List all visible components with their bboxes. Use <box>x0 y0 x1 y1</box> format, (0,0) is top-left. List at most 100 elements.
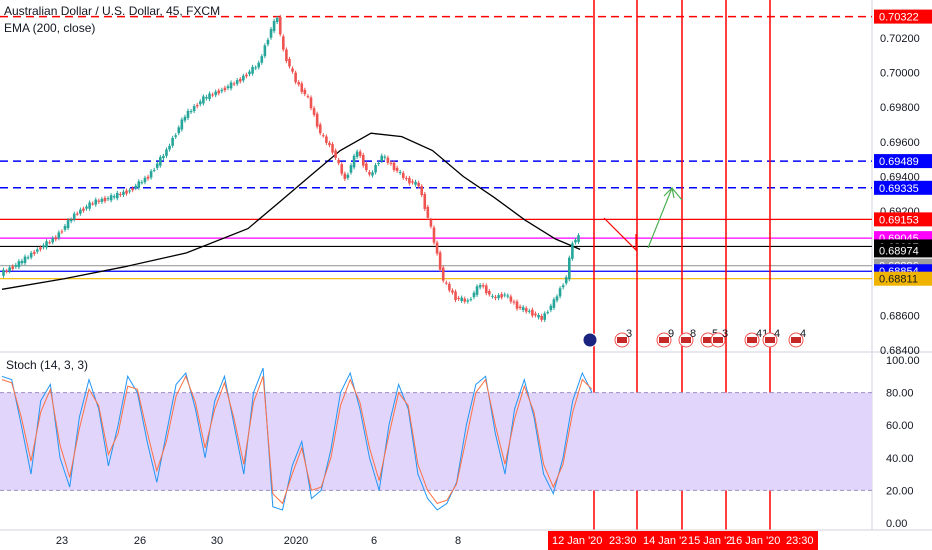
candle-body[interactable] <box>257 62 261 68</box>
candle-body[interactable] <box>60 231 64 233</box>
candle-body[interactable] <box>275 17 279 22</box>
candle-body[interactable] <box>220 89 224 92</box>
candle-body[interactable] <box>571 243 574 259</box>
candle-body[interactable] <box>85 206 88 209</box>
candle-body[interactable] <box>186 110 190 118</box>
candle-body[interactable] <box>217 90 221 94</box>
candle-body[interactable] <box>226 86 230 89</box>
candle-body[interactable] <box>478 285 482 288</box>
candle-body[interactable] <box>177 127 181 134</box>
candle-body[interactable] <box>20 260 24 264</box>
candle-body[interactable] <box>125 190 128 194</box>
candle-body[interactable] <box>103 197 107 202</box>
candle-body[interactable] <box>266 39 270 45</box>
candle-body[interactable] <box>159 157 162 166</box>
candle-body[interactable] <box>134 185 138 189</box>
candle-body[interactable] <box>288 59 291 67</box>
candle-body[interactable] <box>457 297 460 299</box>
candle-body[interactable] <box>88 202 91 209</box>
candle-body[interactable] <box>168 145 171 150</box>
candle-body[interactable] <box>411 181 414 183</box>
candle-body[interactable] <box>245 74 248 77</box>
forecast-down-arrow[interactable] <box>603 217 637 252</box>
candle-body[interactable] <box>540 316 543 320</box>
candle-body[interactable] <box>5 270 8 272</box>
candle-body[interactable] <box>484 285 488 294</box>
candle-body[interactable] <box>429 219 433 227</box>
candle-body[interactable] <box>242 75 245 81</box>
candle-body[interactable] <box>448 283 451 291</box>
candle-body[interactable] <box>106 198 110 200</box>
candle-body[interactable] <box>358 151 362 156</box>
candle-body[interactable] <box>521 307 525 311</box>
candle-body[interactable] <box>300 83 304 92</box>
candle-body[interactable] <box>549 305 553 311</box>
candle-body[interactable] <box>79 209 82 214</box>
candle-body[interactable] <box>469 299 473 301</box>
candle-body[interactable] <box>383 156 387 158</box>
candle-body[interactable] <box>143 177 147 183</box>
candle-body[interactable] <box>475 286 479 295</box>
candle-body[interactable] <box>454 291 457 301</box>
candle-body[interactable] <box>195 105 199 107</box>
forecast-up-arrow[interactable] <box>647 186 683 249</box>
candle-body[interactable] <box>140 182 144 184</box>
candle-body[interactable] <box>29 252 33 258</box>
candle-body[interactable] <box>162 155 165 159</box>
candle-body[interactable] <box>69 219 73 222</box>
candle-body[interactable] <box>149 171 153 178</box>
candle-body[interactable] <box>355 151 359 157</box>
candle-body[interactable] <box>192 106 196 112</box>
au-flag-icon[interactable] <box>582 332 598 348</box>
candle-body[interactable] <box>331 144 334 153</box>
candle-body[interactable] <box>254 67 257 69</box>
candle-body[interactable] <box>334 150 337 158</box>
candle-body[interactable] <box>568 257 571 280</box>
candle-body[interactable] <box>488 291 491 295</box>
candle-body[interactable] <box>11 266 15 269</box>
candle-body[interactable] <box>574 239 577 243</box>
candle-body[interactable] <box>423 193 427 209</box>
candle-body[interactable] <box>558 288 562 297</box>
candle-body[interactable] <box>202 96 205 104</box>
candle-body[interactable] <box>377 163 380 165</box>
candle-body[interactable] <box>531 309 534 316</box>
candle-body[interactable] <box>63 225 67 230</box>
candle-body[interactable] <box>564 277 568 284</box>
candle-body[interactable] <box>54 237 58 240</box>
candle-body[interactable] <box>426 206 430 218</box>
candle-body[interactable] <box>441 267 445 281</box>
candle-body[interactable] <box>131 188 134 191</box>
candle-body[interactable] <box>303 89 307 95</box>
candle-body[interactable] <box>497 295 500 299</box>
candle-body[interactable] <box>371 172 374 176</box>
candle-body[interactable] <box>395 167 399 171</box>
candle-body[interactable] <box>278 16 282 35</box>
candle-body[interactable] <box>518 306 522 308</box>
candle-body[interactable] <box>115 192 119 199</box>
candle-body[interactable] <box>14 265 18 267</box>
candle-body[interactable] <box>291 68 294 72</box>
candle-body[interactable] <box>451 290 454 293</box>
candle-body[interactable] <box>183 116 187 121</box>
candle-body[interactable] <box>445 282 448 284</box>
candle-body[interactable] <box>309 97 313 109</box>
candle-body[interactable] <box>294 72 297 83</box>
candle-body[interactable] <box>2 269 5 276</box>
candle-body[interactable] <box>506 295 510 297</box>
candle-body[interactable] <box>528 310 531 312</box>
candle-body[interactable] <box>500 294 503 298</box>
candle-body[interactable] <box>94 199 98 205</box>
candle-body[interactable] <box>199 101 202 105</box>
candle-body[interactable] <box>543 313 546 320</box>
candle-body[interactable] <box>315 113 319 127</box>
candle-body[interactable] <box>534 313 537 316</box>
candle-body[interactable] <box>438 252 442 270</box>
candle-body[interactable] <box>306 96 310 98</box>
stoch-k-line[interactable] <box>1 367 593 511</box>
candle-body[interactable] <box>577 235 580 242</box>
candle-body[interactable] <box>325 136 328 143</box>
candle-body[interactable] <box>165 149 168 156</box>
candle-body[interactable] <box>48 242 51 244</box>
